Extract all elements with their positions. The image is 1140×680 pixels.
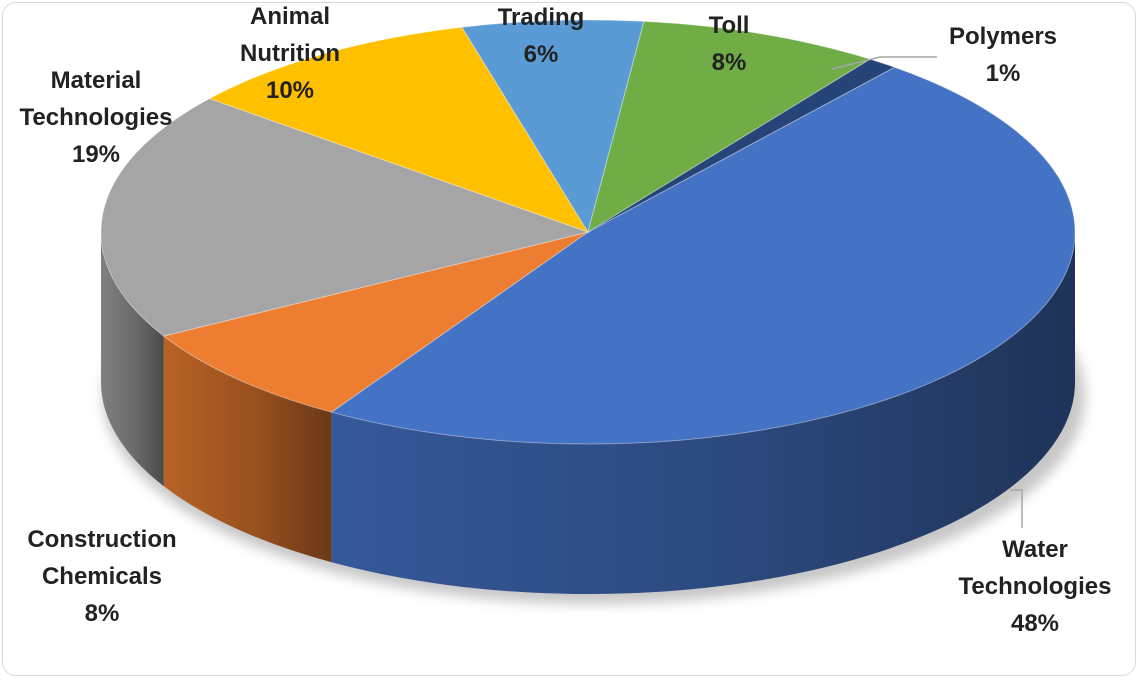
data-label-construction-chemicals: Construction Chemicals 8% xyxy=(27,526,176,627)
data-label-water-technologies: Water Technologies 48% xyxy=(959,536,1112,637)
leader-line-polymers xyxy=(831,56,937,70)
data-label-toll: Toll 8% xyxy=(709,12,750,76)
pie-slice-animal-nutrition xyxy=(208,26,590,233)
pie-side-shade xyxy=(101,232,164,487)
pie-slice-construction-chemicals xyxy=(162,231,589,413)
pie-slice-water-technologies xyxy=(330,66,1076,445)
data-label-animal-nutrition: Animal Nutrition 10% xyxy=(240,3,340,104)
pie-slice-trading xyxy=(461,19,645,234)
pie-side-shade xyxy=(331,232,1075,594)
pie-slice-material-technologies xyxy=(100,98,590,337)
pie-side-shade xyxy=(163,336,332,563)
pie-slice-toll xyxy=(587,20,872,234)
leader-line-water-technologies xyxy=(1010,489,1023,528)
data-label-trading: Trading 6% xyxy=(498,4,585,68)
data-label-polymers: Polymers 1% xyxy=(949,23,1057,87)
data-label-material-technologies: Material Technologies 19% xyxy=(20,67,173,168)
